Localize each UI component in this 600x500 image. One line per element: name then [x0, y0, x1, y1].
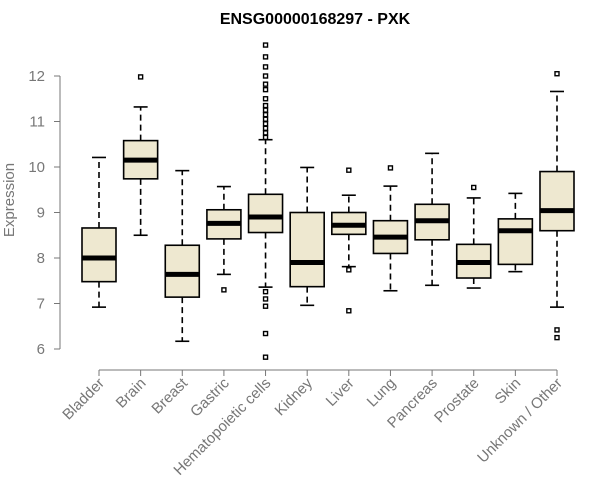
- y-tick-label: 8: [37, 250, 45, 267]
- outlier-point: [262, 54, 269, 60]
- iqr-box: [81, 227, 117, 283]
- outlier-point: [554, 71, 560, 77]
- outlier-point: [262, 134, 269, 141]
- outlier-point: [262, 81, 269, 87]
- outlier-point: [262, 64, 269, 70]
- y-tick-label: 7: [37, 296, 45, 313]
- y-axis: 6 7 8 9 10 11 12: [28, 68, 61, 358]
- iqr-box: [539, 170, 575, 232]
- outlier-point: [346, 167, 352, 173]
- outlier-point: [262, 73, 269, 79]
- outlier-point: [554, 334, 560, 341]
- outlier-point: [262, 130, 269, 136]
- box-gastric: [206, 185, 242, 293]
- box-hematopoietic-cells: [247, 42, 284, 360]
- outlier-point: [346, 308, 352, 314]
- outlier-point: [471, 184, 477, 191]
- boxes-group: [81, 42, 575, 360]
- outlier-point: [262, 288, 269, 295]
- outlier-point: [262, 42, 269, 48]
- outlier-point: [262, 330, 269, 337]
- x-tick-label: Breast: [148, 374, 191, 417]
- outlier-point: [262, 111, 269, 118]
- outlier-point: [262, 125, 269, 132]
- x-tick-label: Skin: [492, 375, 525, 408]
- x-tick-label: Prostate: [431, 375, 483, 427]
- y-tick-label: 11: [29, 114, 45, 131]
- chart-title: ENSG00000168297 - PXK: [220, 11, 411, 28]
- outlier-point: [262, 96, 269, 102]
- outlier-point: [554, 327, 560, 333]
- outlier-point: [346, 267, 352, 273]
- outlier-point: [262, 102, 269, 109]
- outlier-point: [387, 165, 394, 171]
- outlier-point: [262, 121, 269, 127]
- box-pancreas: [414, 152, 450, 287]
- outlier-point: [221, 287, 227, 293]
- iqr-box: [497, 218, 534, 266]
- box-breast: [164, 169, 201, 343]
- iqr-box: [164, 244, 201, 298]
- y-tick-label: 9: [37, 205, 45, 222]
- box-kidney: [289, 166, 325, 307]
- outlier-point: [262, 116, 269, 122]
- outlier-point: [262, 107, 269, 113]
- outlier-point: [137, 74, 144, 80]
- box-lung: [372, 165, 409, 292]
- y-tick-label: 12: [28, 68, 45, 85]
- outlier-point: [262, 86, 269, 93]
- outlier-point: [262, 296, 269, 302]
- box-bladder: [81, 156, 117, 308]
- outlier-point: [262, 303, 269, 309]
- box-unknown-other: [539, 71, 575, 341]
- x-tick-label: Lung: [364, 375, 400, 411]
- box-prostate: [455, 184, 492, 289]
- x-tick-label: Liver: [323, 375, 358, 410]
- x-tick-label: Bladder: [59, 375, 108, 424]
- y-tick-label: 10: [28, 159, 45, 176]
- iqr-box: [247, 193, 284, 234]
- iqr-box: [289, 211, 325, 288]
- outlier-point: [262, 354, 269, 360]
- x-tick-label: Brain: [113, 375, 150, 412]
- y-axis-label: Expression: [1, 163, 18, 237]
- box-skin: [497, 192, 534, 273]
- box-liver: [331, 167, 367, 314]
- y-tick-label: 6: [37, 341, 45, 358]
- box-brain: [122, 74, 159, 237]
- x-tick-label: Kidney: [272, 374, 317, 419]
